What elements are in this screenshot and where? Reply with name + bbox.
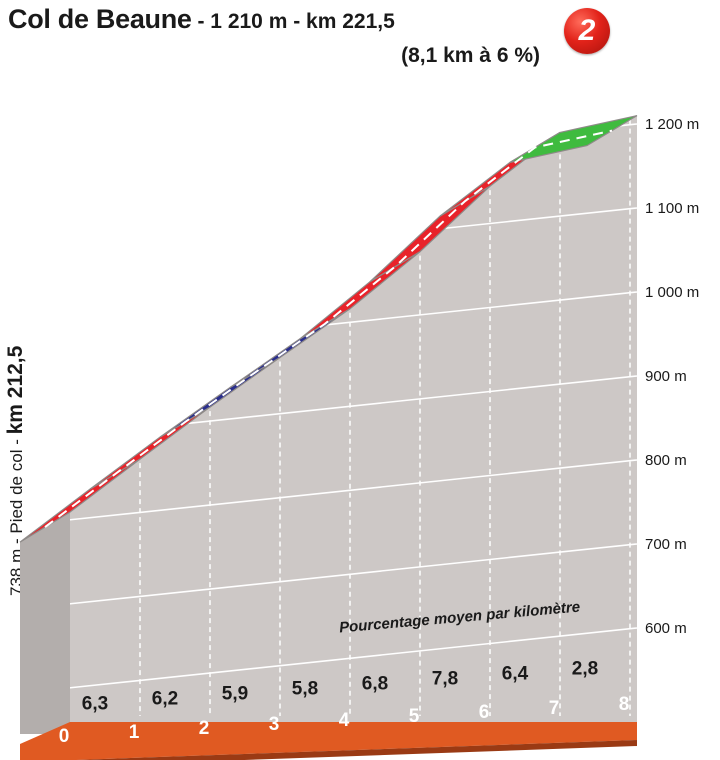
gridline-700 bbox=[67, 543, 638, 605]
km-tick-8: 8 bbox=[619, 694, 630, 715]
percent-label-7: 6,4 bbox=[502, 664, 529, 685]
altitude-tick-600: 600 m bbox=[645, 620, 687, 637]
km-tick-4: 4 bbox=[339, 710, 350, 731]
gridline-1000 bbox=[67, 291, 638, 353]
gridline-1200 bbox=[67, 123, 638, 185]
chart-subtitle: (8,1 km à 6 %) bbox=[401, 44, 540, 67]
percent-label-3: 5,9 bbox=[222, 684, 248, 705]
percent-label-4: 5,8 bbox=[292, 679, 318, 700]
percent-label-5: 6,8 bbox=[362, 674, 388, 695]
percent-label-1: 6,3 bbox=[82, 694, 108, 715]
gridline-800 bbox=[67, 459, 638, 521]
gridline-900 bbox=[67, 375, 638, 437]
altitude-tick-1000: 1 000 m bbox=[645, 284, 699, 301]
km-tick-2: 2 bbox=[199, 718, 210, 739]
km-tick-0: 0 bbox=[59, 726, 70, 747]
altitude-tick-900: 900 m bbox=[645, 368, 687, 385]
profile-area bbox=[70, 115, 637, 735]
altitude-tick-700: 700 m bbox=[645, 536, 687, 553]
altitude-tick-1200: 1 200 m bbox=[645, 116, 699, 133]
gridline-600 bbox=[67, 627, 638, 689]
climb-details: - 1 210 m - km 221,5 bbox=[191, 10, 395, 33]
percent-label-2: 6,2 bbox=[152, 689, 178, 710]
km-tick-6: 6 bbox=[479, 702, 490, 723]
km-base-bar bbox=[20, 722, 637, 760]
climb-name: Col de Beaune bbox=[8, 4, 192, 34]
gridline-1100 bbox=[67, 207, 638, 269]
altitude-tick-800: 800 m bbox=[645, 452, 687, 469]
ribbon-centerline bbox=[44, 129, 613, 528]
percent-label-6: 7,8 bbox=[432, 669, 458, 690]
km-base-bar-edge bbox=[76, 740, 637, 760]
gradient-band-8 bbox=[509, 115, 638, 163]
chart-title: Col de Beaune - 1 210 m - km 221,5 bbox=[8, 4, 395, 35]
category-badge: 2 bbox=[564, 8, 610, 54]
km-tick-3: 3 bbox=[269, 714, 280, 735]
km-tick-1: 1 bbox=[129, 722, 140, 743]
percent-label-8: 2,8 bbox=[572, 659, 598, 680]
altitude-tick-1100: 1 100 m bbox=[645, 200, 699, 217]
profile-side bbox=[20, 512, 70, 734]
km-tick-5: 5 bbox=[409, 706, 420, 727]
km-tick-7: 7 bbox=[549, 698, 560, 719]
